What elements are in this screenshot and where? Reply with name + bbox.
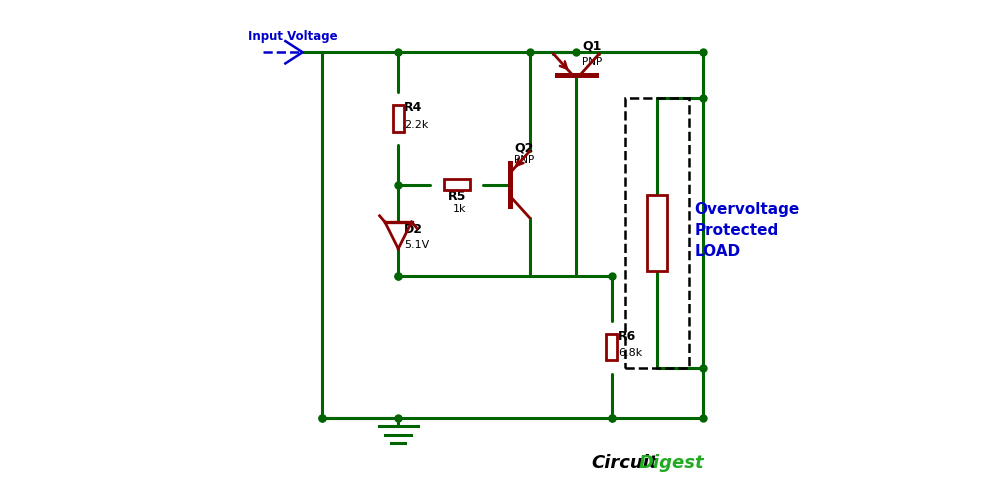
Text: R6: R6 [618, 330, 636, 343]
Text: 1k: 1k [453, 205, 466, 214]
Text: Circuit: Circuit [592, 454, 658, 472]
Text: Q2: Q2 [514, 142, 534, 155]
Text: R4: R4 [404, 101, 423, 114]
Text: Input Voltage: Input Voltage [248, 30, 338, 43]
Text: PNP: PNP [582, 57, 603, 67]
Bar [393, 105, 404, 132]
Text: 5.1V: 5.1V [404, 240, 430, 250]
Text: 2.2k: 2.2k [404, 120, 429, 130]
Bar [625, 98, 689, 367]
Text: Q1: Q1 [582, 40, 602, 52]
Text: R5: R5 [448, 190, 466, 203]
Bar [444, 179, 470, 190]
Text: PNP: PNP [514, 155, 534, 165]
Bar [647, 195, 667, 271]
Text: D2: D2 [404, 223, 423, 236]
Text: Digest: Digest [638, 454, 704, 472]
Bar [606, 334, 617, 361]
Text: Overvoltage
Protected
LOAD: Overvoltage Protected LOAD [694, 202, 800, 259]
Text: 6.8k: 6.8k [618, 348, 642, 359]
